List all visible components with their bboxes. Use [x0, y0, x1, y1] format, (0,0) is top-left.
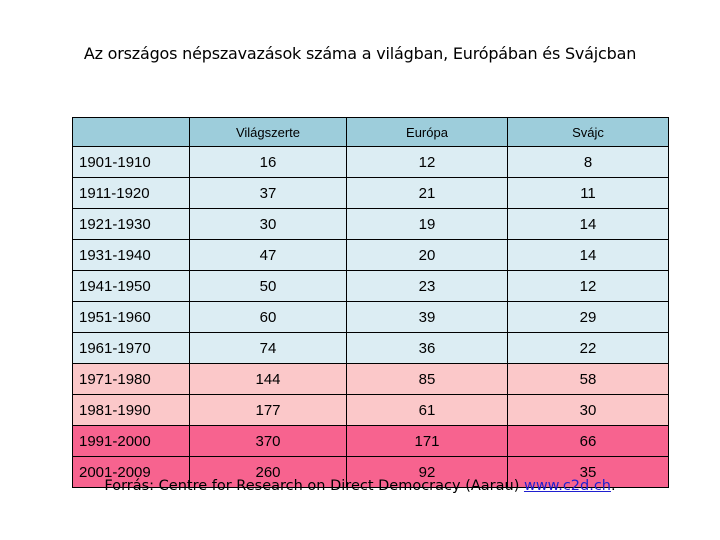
switzerland-count-cell: 14 [507, 239, 669, 271]
header-cell-europe: Európa [346, 117, 508, 147]
header-cell-switzerland: Svájc [507, 117, 669, 147]
switzerland-count-cell: 30 [507, 394, 669, 426]
switzerland-count-cell: 12 [507, 270, 669, 302]
table-row: 1921-1930 30 19 14 [72, 208, 669, 240]
europe-count-cell: 171 [346, 425, 508, 457]
europe-count-cell: 92 [346, 456, 508, 488]
world-count-cell: 74 [189, 332, 347, 364]
europe-count-cell: 39 [346, 301, 508, 333]
header-cell-period [72, 117, 190, 147]
period-cell: 1941-1950 [72, 270, 190, 302]
period-cell: 1951-1960 [72, 301, 190, 333]
europe-count-cell: 36 [346, 332, 508, 364]
europe-count-cell: 19 [346, 208, 508, 240]
world-count-cell: 60 [189, 301, 347, 333]
source-text: Forrás: Centre for Research on Direct De… [104, 478, 524, 494]
switzerland-count-cell: 66 [507, 425, 669, 457]
table-row: 1941-1950 50 23 12 [72, 270, 669, 302]
world-count-cell: 144 [189, 363, 347, 395]
europe-count-cell: 21 [346, 177, 508, 209]
table-row: 1901-1910 16 12 8 [72, 146, 669, 178]
europe-count-cell: 85 [346, 363, 508, 395]
world-count-cell: 37 [189, 177, 347, 209]
source-suffix: . [611, 478, 616, 494]
table-row: 1951-1960 60 39 29 [72, 301, 669, 333]
world-count-cell: 370 [189, 425, 347, 457]
table-row: 1961-1970 74 36 22 [72, 332, 669, 364]
table-row: 1981-1990 177 61 30 [72, 394, 669, 426]
source-link[interactable]: www.c2d.ch [523, 478, 611, 494]
table-row: 1971-1980 144 85 58 [72, 363, 669, 395]
period-cell: 1911-1920 [72, 177, 190, 209]
table-header-row: Világszerte Európa Svájc [72, 117, 669, 147]
period-cell: 1921-1930 [72, 208, 190, 240]
switzerland-count-cell: 58 [507, 363, 669, 395]
world-count-cell: 30 [189, 208, 347, 240]
source-note: Forrás: Centre for Research on Direct De… [0, 478, 720, 494]
europe-count-cell: 20 [346, 239, 508, 271]
table-body: 1901-1910 16 12 8 1911-1920 37 21 11 1921-1930 30… [72, 146, 669, 488]
world-count-cell: 177 [189, 394, 347, 426]
table-row: 1931-1940 47 20 14 [72, 239, 669, 271]
world-count-cell: 47 [189, 239, 347, 271]
period-cell: 1981-1990 [72, 394, 190, 426]
page-title: Az országos népszavazások száma a világb… [83, 44, 637, 63]
switzerland-count-cell: 11 [507, 177, 669, 209]
period-cell: 1901-1910 [72, 146, 190, 178]
period-cell: 1931-1940 [72, 239, 190, 271]
table-row: 1911-1920 37 21 11 [72, 177, 669, 209]
table-row: 2001-2009 260 92 35 [72, 456, 669, 488]
period-cell: 1971-1980 [72, 363, 190, 395]
europe-count-cell: 23 [346, 270, 508, 302]
switzerland-count-cell: 22 [507, 332, 669, 364]
switzerland-count-cell: 35 [507, 456, 669, 488]
header-cell-world: Világszerte [189, 117, 347, 147]
switzerland-count-cell: 14 [507, 208, 669, 240]
table-row: 1991-2000 370 171 66 [72, 425, 669, 457]
switzerland-count-cell: 29 [507, 301, 669, 333]
period-cell: 1991-2000 [72, 425, 190, 457]
europe-count-cell: 61 [346, 394, 508, 426]
referendum-table: Világszerte Európa Svájc 1901-1910 16 12 8 1… [72, 117, 669, 488]
world-count-cell: 16 [189, 146, 347, 178]
period-cell: 2001-2009 [72, 456, 190, 488]
period-cell: 1961-1970 [72, 332, 190, 364]
world-count-cell: 50 [189, 270, 347, 302]
switzerland-count-cell: 8 [507, 146, 669, 178]
europe-count-cell: 12 [346, 146, 508, 178]
